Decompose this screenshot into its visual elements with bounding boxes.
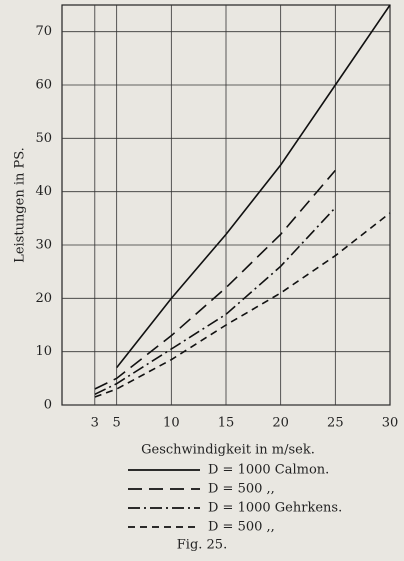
y-tick-label: 20: [35, 291, 52, 306]
y-tick-label: 0: [44, 398, 52, 413]
x-tick-label: 30: [382, 416, 399, 431]
y-tick-label: 10: [35, 344, 52, 359]
x-tick-label: 3: [91, 416, 99, 431]
y-tick-label: 70: [35, 24, 52, 39]
caption: Fig. 25.: [177, 538, 227, 553]
x-tick-label: 20: [272, 416, 289, 431]
x-axis-label: Geschwindigkeit in m/sek.: [141, 443, 315, 458]
series-line: [94, 207, 336, 396]
series-line: [116, 4, 391, 369]
y-tick-label: 50: [35, 131, 52, 146]
x-tick-label: 5: [113, 416, 121, 431]
x-tick-label: 10: [163, 416, 180, 431]
legend-label: D = 1000 Gehrkens.: [208, 501, 342, 516]
legend-label: D = 500 ,,: [208, 520, 275, 535]
legend-label: D = 500 ,,: [208, 482, 275, 497]
y-tick-label: 40: [35, 184, 52, 199]
series-line: [94, 212, 391, 398]
y-tick-label: 30: [35, 238, 52, 253]
y-axis-label: Leistungen in PS.: [13, 147, 28, 263]
x-tick-label: 25: [327, 416, 344, 431]
legend-label: D = 1000 Calmon.: [208, 463, 329, 478]
series-line: [94, 169, 336, 390]
x-tick-label: 15: [218, 416, 235, 431]
y-tick-label: 60: [35, 78, 52, 93]
